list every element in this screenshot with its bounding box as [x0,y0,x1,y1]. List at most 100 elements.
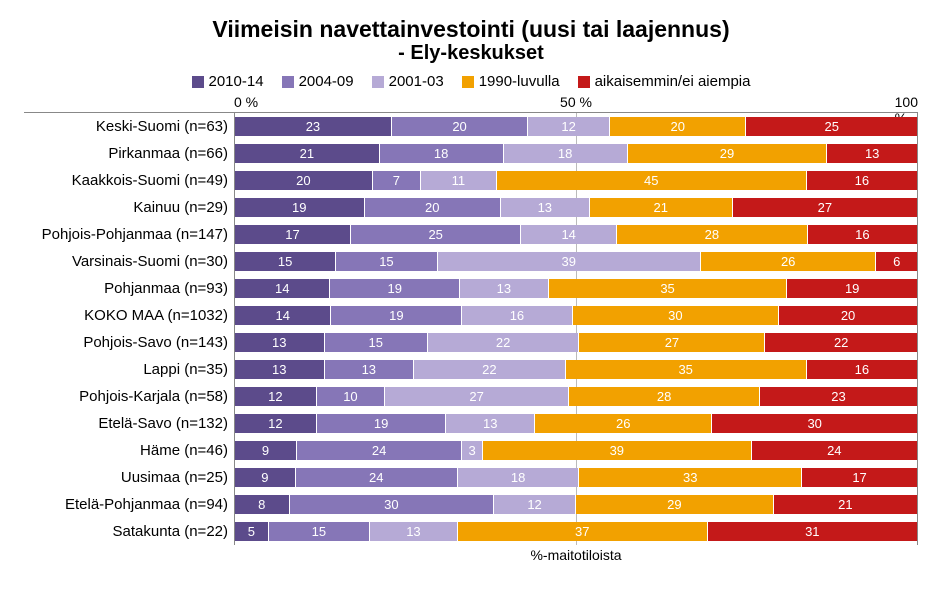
bar-segment: 24 [296,468,458,487]
chart-title-main: Viimeisin navettainvestointi (uusi tai l… [24,16,918,42]
legend-item: 2004-09 [282,73,354,90]
bar-segment: 45 [497,171,807,190]
bar-segment: 15 [325,333,428,352]
bar-segment: 19 [787,279,917,298]
bar-segment: 25 [746,117,917,136]
bar-area: 1219132630 [234,410,918,437]
bar-segment: 18 [458,468,580,487]
bar-segment: 19 [317,414,447,433]
bar-segment: 22 [414,360,566,379]
bar-area: 924183317 [234,464,918,491]
x-axis-top: 0 %50 %100 % [24,94,918,112]
bar-segment: 23 [760,387,917,406]
bar-area: 1210272823 [234,383,918,410]
bar-area: 830122921 [234,491,918,518]
bar-segment: 16 [462,306,572,325]
bar-segment: 20 [235,171,373,190]
bar-segment: 39 [438,252,701,271]
legend-swatch [192,76,204,88]
bar-segment: 12 [235,414,317,433]
legend-label: 2004-09 [299,73,354,90]
category-label: Varsinais-Suomi (n=30) [24,248,234,275]
chart-row: Kaakkois-Suomi (n=49)207114516 [24,167,918,194]
category-label: Etelä-Savo (n=132) [24,410,234,437]
bar-segment: 21 [774,495,917,514]
chart-row: Pohjois-Karjala (n=58)1210272823 [24,383,918,410]
bar-segment: 19 [235,198,365,217]
category-label: Etelä-Pohjanmaa (n=94) [24,491,234,518]
stacked-bar: 1313223516 [235,360,917,379]
bar-segment: 13 [235,360,325,379]
bar-segment: 5 [235,522,269,541]
bar-segment: 29 [628,144,828,163]
stacked-bar: 1920132127 [235,198,917,217]
bar-segment: 21 [590,198,733,217]
x-axis-label: %-maitotiloista [234,547,918,563]
bar-area: 1313223516 [234,356,918,383]
bar-segment: 12 [494,495,576,514]
stacked-bar: 924183317 [235,468,917,487]
bar-segment: 15 [336,252,437,271]
chart-row: Pohjanmaa (n=93)1419133519 [24,275,918,302]
bar-segment: 27 [385,387,569,406]
category-label: Keski-Suomi (n=63) [24,113,234,140]
bar-segment: 13 [827,144,917,163]
category-label: Pohjois-Savo (n=143) [24,329,234,356]
stacked-bar-chart: 0 %50 %100 % Keski-Suomi (n=63)232012202… [24,94,918,563]
category-label: Häme (n=46) [24,437,234,464]
chart-row: Varsinais-Suomi (n=30)151539266 [24,248,918,275]
bar-area: 1315222722 [234,329,918,356]
axis-tick: 0 % [234,94,258,110]
chart-row: KOKO MAA (n=1032)1419163020 [24,302,918,329]
stacked-bar: 2118182913 [235,144,917,163]
bar-segment: 14 [235,306,331,325]
chart-row: Keski-Suomi (n=63)2320122025 [24,113,918,140]
legend: 2010-142004-092001-031990-luvullaaikaise… [24,73,918,90]
chart-row: Uusimaa (n=25)924183317 [24,464,918,491]
category-label: Kainuu (n=29) [24,194,234,221]
legend-item: aikaisemmin/ei aiempia [578,73,751,90]
stacked-bar: 1210272823 [235,387,917,406]
stacked-bar: 830122921 [235,495,917,514]
chart-rows: Keski-Suomi (n=63)2320122025Pirkanmaa (n… [24,112,918,545]
stacked-bar: 1419163020 [235,306,917,325]
category-label: Pohjois-Pohjanmaa (n=147) [24,221,234,248]
bar-area: 515133731 [234,518,918,545]
legend-label: 2001-03 [389,73,444,90]
legend-item: 1990-luvulla [462,73,560,90]
legend-swatch [372,76,384,88]
chart-title: Viimeisin navettainvestointi (uusi tai l… [24,16,918,65]
bar-segment: 16 [808,225,917,244]
bar-segment: 30 [712,414,917,433]
bar-segment: 21 [235,144,380,163]
bar-area: 1419163020 [234,302,918,329]
bar-segment: 35 [566,360,807,379]
bar-segment: 9 [235,468,296,487]
bar-segment: 26 [701,252,877,271]
category-label: Lappi (n=35) [24,356,234,383]
chart-row: Pohjois-Pohjanmaa (n=147)1725142816 [24,221,918,248]
bar-area: 1920132127 [234,194,918,221]
bar-segment: 28 [569,387,760,406]
bar-segment: 17 [235,225,351,244]
bar-segment: 33 [579,468,802,487]
bar-segment: 23 [235,117,392,136]
bar-segment: 15 [269,522,370,541]
bar-area: 92433924 [234,437,918,464]
bar-area: 207114516 [234,167,918,194]
bar-segment: 27 [733,198,917,217]
legend-swatch [462,76,474,88]
bar-segment: 18 [504,144,628,163]
stacked-bar: 515133731 [235,522,917,541]
bar-segment: 29 [576,495,774,514]
bar-segment: 30 [290,495,495,514]
axis-tick: 50 % [560,94,592,110]
legend-item: 2001-03 [372,73,444,90]
bar-area: 1419133519 [234,275,918,302]
legend-label: 1990-luvulla [479,73,560,90]
bar-segment: 18 [380,144,504,163]
bar-segment: 20 [610,117,746,136]
bar-segment: 6 [876,252,917,271]
bar-segment: 7 [373,171,421,190]
stacked-bar: 1725142816 [235,225,917,244]
